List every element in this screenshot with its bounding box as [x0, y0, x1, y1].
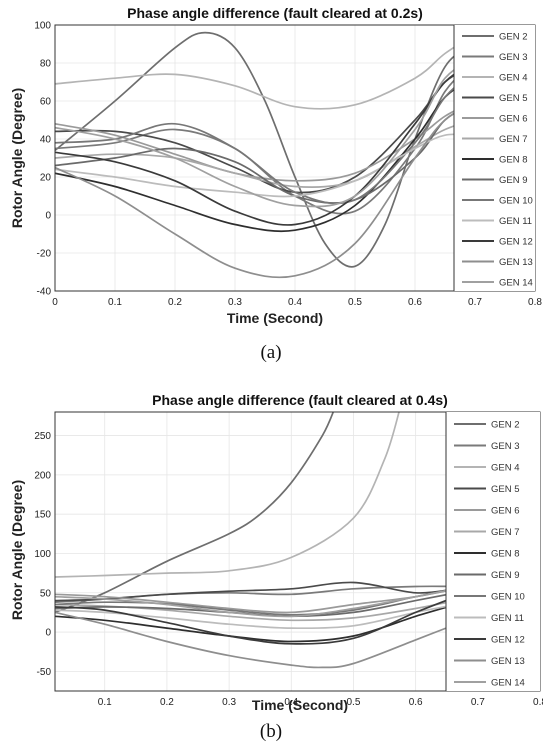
- y-tick-label: -50: [37, 667, 52, 678]
- legend-label: GEN 13: [499, 257, 533, 268]
- y-tick-label: 40: [40, 135, 52, 146]
- series-line-gen-8: [55, 606, 446, 643]
- chart-b-y-label: Rotor Angle (Degree): [9, 480, 25, 620]
- chart-a-title: Phase angle difference (fault cleared at…: [127, 5, 423, 21]
- series-line-gen-14: [55, 589, 446, 618]
- legend-label: GEN 5: [491, 484, 520, 495]
- x-tick-label: 0.5: [347, 697, 361, 708]
- series-line-gen-2: [55, 412, 335, 614]
- y-tick-label: 20: [40, 173, 52, 184]
- chart-a-series: [55, 31, 454, 279]
- legend-label: GEN 11: [499, 216, 532, 227]
- series-line-gen-8: [55, 88, 454, 233]
- x-tick-label: 0.4: [288, 297, 302, 308]
- legend-label: GEN 5: [499, 93, 528, 104]
- legend-label: GEN 3: [499, 52, 528, 63]
- chart-a-caption: (a): [260, 342, 281, 363]
- y-tick-label: 250: [34, 431, 51, 442]
- x-tick-label: 0.2: [168, 297, 182, 308]
- series-line-gen-11: [55, 605, 446, 630]
- x-tick-label: 0.8: [533, 697, 543, 708]
- legend-label: GEN 7: [491, 527, 520, 538]
- y-tick-label: -40: [37, 287, 52, 298]
- chart-b-x-ticks: 0.1 0.2 0.3 0.4 0.5 0.6 0.7 0.8: [98, 697, 543, 708]
- legend-label: GEN 10: [499, 196, 533, 207]
- series-line-gen-13: [55, 611, 446, 669]
- y-tick-label: 60: [40, 97, 52, 108]
- legend-label: GEN 7: [499, 134, 528, 145]
- y-tick-label: -20: [37, 249, 52, 260]
- legend-label: GEN 12: [499, 237, 533, 248]
- chart-a-y-ticks: -40 -20 0 20 40 60 80 100: [34, 21, 51, 298]
- series-clip-group: [55, 31, 454, 279]
- chart-panel-a: Phase angle difference (fault cleared at…: [9, 5, 542, 363]
- y-tick-label: 100: [34, 21, 51, 32]
- series-line-gen-13: [55, 112, 454, 279]
- legend-label: GEN 4: [499, 73, 528, 84]
- legend-label: GEN 3: [491, 441, 520, 452]
- chart-b-y-ticks: -50 0 50 100 150 200 250: [34, 431, 51, 678]
- series-clip-group: [55, 412, 446, 669]
- series-line-gen-12: [55, 599, 446, 645]
- y-tick-label: 50: [40, 588, 52, 599]
- chart-b-series: [55, 412, 446, 669]
- series-line-gen-12: [55, 73, 454, 226]
- chart-a-x-label: Time (Second): [227, 310, 323, 326]
- x-tick-label: 0.5: [348, 297, 362, 308]
- legend-label: GEN 6: [499, 114, 528, 125]
- x-tick-label: 0: [52, 297, 58, 308]
- legend-label: GEN 4: [491, 463, 520, 474]
- y-tick-label: 80: [40, 59, 52, 70]
- legend-label: GEN 10: [491, 592, 525, 603]
- legend-label: GEN 2: [491, 420, 520, 431]
- y-tick-label: 0: [45, 628, 51, 639]
- chart-b-legend: GEN 2 GEN 3 GEN 4 GEN 5 GEN 6 GEN 7 GEN 8 GEN 9…: [445, 412, 540, 691]
- legend-label: GEN 8: [491, 549, 520, 560]
- y-tick-label: 150: [34, 510, 51, 521]
- series-line-gen-11: [55, 133, 454, 198]
- chart-b-caption: (b): [260, 721, 282, 742]
- chart-panel-b: Phase angle difference (fault cleared at…: [9, 392, 543, 742]
- series-line-gen-2: [55, 31, 454, 268]
- legend-label: GEN 6: [491, 506, 520, 517]
- series-line-gen-5: [55, 74, 454, 194]
- x-tick-label: 0.3: [228, 297, 242, 308]
- y-tick-label: 200: [34, 470, 51, 481]
- x-tick-label: 0.7: [471, 697, 485, 708]
- y-tick-label: 0: [45, 211, 51, 222]
- series-line-gen-10: [55, 86, 454, 205]
- legend-label: GEN 14: [499, 278, 533, 289]
- legend-label: GEN 14: [491, 678, 525, 689]
- series-line-gen-4: [55, 46, 454, 110]
- series-line-gen-4: [55, 412, 400, 578]
- series-line-gen-7: [55, 125, 454, 188]
- legend-label: GEN 11: [491, 613, 524, 624]
- chart-a-x-ticks: 0 0.1 0.2 0.3 0.4 0.5 0.6 0.7 0.8: [52, 297, 542, 308]
- legend-label: GEN 12: [491, 635, 525, 646]
- x-tick-label: 0.3: [222, 697, 236, 708]
- legend-label: GEN 13: [491, 656, 525, 667]
- series-line-gen-3: [55, 79, 454, 215]
- legend-label: GEN 2: [499, 32, 528, 43]
- chart-b-title: Phase angle difference (fault cleared at…: [152, 392, 448, 408]
- legend-label: GEN 9: [499, 175, 528, 186]
- series-line-gen-6: [55, 110, 454, 182]
- x-tick-label: 0.6: [408, 297, 422, 308]
- x-tick-label: 0.1: [108, 297, 122, 308]
- x-tick-label: 0.1: [98, 697, 112, 708]
- chart-a-y-label: Rotor Angle (Degree): [9, 88, 25, 228]
- x-tick-label: 0.2: [160, 697, 174, 708]
- x-tick-label: 0.8: [528, 297, 542, 308]
- chart-b-x-label: Time (Second): [252, 697, 348, 713]
- legend-background: [446, 412, 540, 691]
- x-tick-label: 0.7: [468, 297, 482, 308]
- legend-label: GEN 8: [499, 155, 528, 166]
- legend-label: GEN 9: [491, 570, 520, 581]
- series-line-gen-14: [55, 68, 454, 208]
- chart-a-legend: GEN 2 GEN 3 GEN 4 GEN 5 GEN 6 GEN 7 GEN 8 GEN 9…: [453, 25, 535, 291]
- x-tick-label: 0.6: [409, 697, 423, 708]
- x-tick-label: 0.4: [284, 697, 298, 708]
- y-tick-label: 100: [34, 549, 51, 560]
